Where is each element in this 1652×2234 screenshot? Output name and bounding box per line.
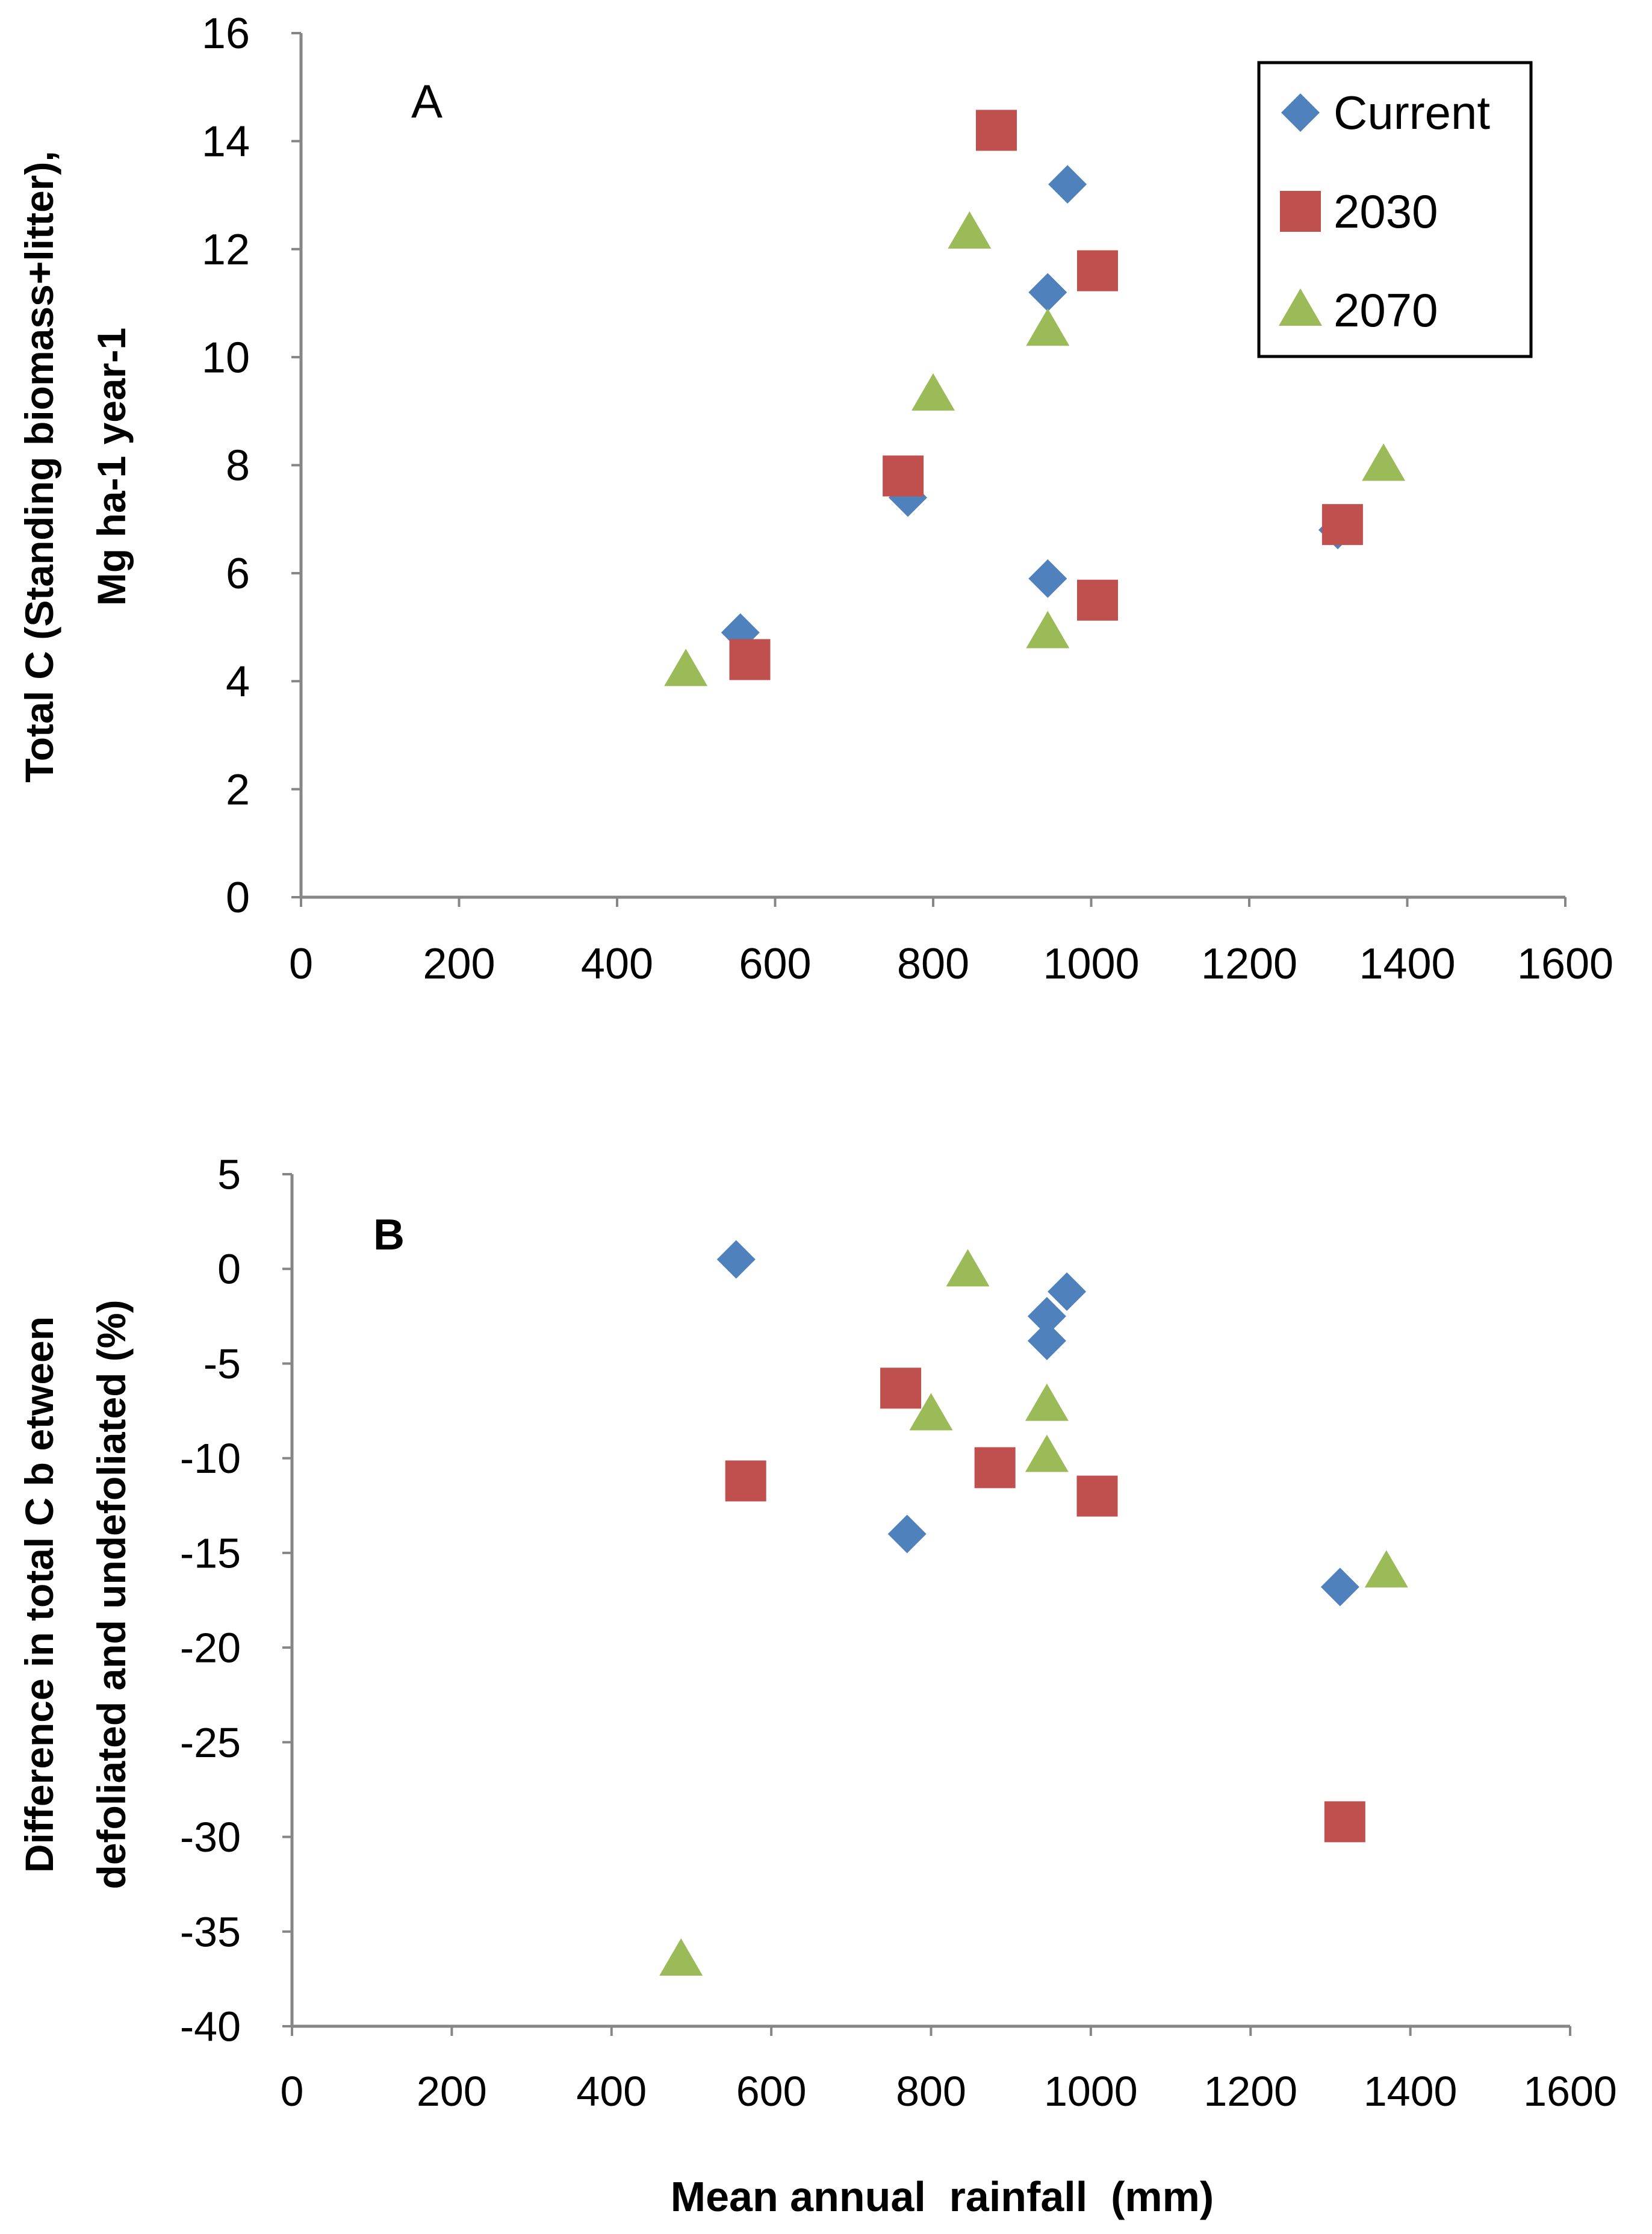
panel-a-y-tick-label: 8: [226, 442, 250, 490]
panel-a-point-2070: [911, 373, 955, 411]
panel-b-point-current: [1027, 1321, 1066, 1360]
panel-b-axes: [282, 1173, 1571, 2036]
panel-b-x-axis-title: Mean annual rainfall (mm): [671, 2173, 1214, 2220]
panel-a-point-current: [1028, 273, 1067, 312]
panel-a-x-tick-label: 1600: [1517, 940, 1613, 988]
panel-a-data-points: [664, 110, 1406, 686]
panel-b-y-axis-title: Difference in total C b etween defoliate…: [17, 1299, 134, 1889]
legend-markers: [1279, 93, 1322, 326]
panel-a-point-2030: [883, 455, 924, 497]
panel-b-point-current: [887, 1514, 927, 1554]
panel-b-x-tick-label: 0: [281, 2068, 304, 2115]
panel-b-y-axis-title-line-2: defoliated and undefoliated (%): [89, 1299, 134, 1889]
legend-marker-2070: [1279, 288, 1322, 326]
panel-b-data-points: [659, 1240, 1408, 1976]
panel-a-point-2070: [948, 211, 992, 249]
panel-b-chart: 0 200 400 600 800 1000 1200 1400 1600 -40-35-30-…: [17, 1151, 1617, 2221]
panel-b-x-tick-label: 400: [576, 2068, 647, 2115]
panel-b-label: B: [373, 1211, 405, 1259]
panel-b-point-current: [1048, 1272, 1087, 1311]
panel-b-y-axis-title-line-1: Difference in total C b etween: [17, 1316, 61, 1873]
panel-a-y-tick-labels: 0 2 4 6 8 10 12 14 16: [202, 10, 250, 922]
panel-b-y-tick-labels: -40 -35 -30 -25 -20 -15 -10 -5 0 5: [180, 1151, 241, 2050]
legend-marker-2030: [1280, 191, 1321, 232]
panel-a-point-2030: [1077, 250, 1118, 291]
panel-b-y-tick-label: 0: [217, 1246, 241, 1293]
panel-b-point-2030: [1324, 1801, 1365, 1843]
panel-a-y-tick-label: 4: [226, 658, 250, 706]
panel-a-x-tick-label: 1400: [1359, 940, 1455, 988]
panel-b-point-current: [716, 1240, 756, 1279]
panel-a-x-tick-label: 600: [739, 940, 811, 988]
panel-b-point-2070: [1025, 1383, 1069, 1421]
panel-a-point-2070: [664, 649, 708, 686]
panel-a-point-current: [1028, 559, 1067, 598]
legend-label-2030: 2030: [1334, 185, 1438, 238]
panel-b-point-2030: [880, 1367, 922, 1409]
panel-a-y-tick-label: 16: [202, 10, 250, 58]
panel-b-y-tick-label: -10: [180, 1435, 241, 1482]
panel-a-label: A: [411, 75, 442, 128]
panel-b-y-tick-label: -25: [180, 1719, 241, 1766]
legend-label-current: Current: [1334, 86, 1490, 139]
panel-b-y-tick-label: -40: [180, 2003, 241, 2050]
panel-b-y-tick-label: -5: [203, 1340, 241, 1387]
panel-b-x-tick-label: 1400: [1364, 2068, 1458, 2115]
panel-b-y-tick-label: -35: [180, 1908, 241, 1955]
panel-a-y-axis-title-line-1: Total C (Standing biomass+litter),: [17, 151, 61, 782]
panel-a-y-tick-label: 2: [226, 766, 250, 814]
panel-b-point-2030: [974, 1447, 1016, 1489]
panel-b-point-current: [1320, 1567, 1359, 1607]
panel-b-x-tick-label: 200: [417, 2068, 487, 2115]
panel-a-point-2070: [1026, 308, 1070, 346]
panel-b-point-2070: [909, 1393, 953, 1431]
panel-a-x-tick-label: 200: [423, 940, 495, 988]
panel-b-y-tick-label: -20: [180, 1625, 241, 1672]
panel-a-point-2030: [1077, 579, 1118, 621]
panel-a-x-tick-label: 1000: [1043, 940, 1139, 988]
panel-b-x-tick-label: 1200: [1203, 2068, 1297, 2115]
panel-a-y-tick-label: 0: [226, 874, 250, 922]
panel-a-y-axis-title-line-2: Mg ha-1 year-1: [89, 328, 134, 606]
legend-label-2070: 2070: [1334, 284, 1438, 337]
panel-b-point-current: [1027, 1296, 1066, 1336]
panel-b-x-tick-label: 800: [896, 2068, 966, 2115]
panel-a-x-tick-label: 1200: [1201, 940, 1297, 988]
panel-a-point-2070: [1362, 443, 1406, 481]
panel-a-x-tick-label: 0: [289, 940, 313, 988]
panel-b-y-tick-label: 5: [217, 1151, 241, 1198]
panel-a-chart: 0 200 400 600 800 1000 1200 1400 1600 0 2 4 6 8 10 12 1…: [17, 10, 1613, 988]
panel-a-y-tick-label: 10: [202, 334, 250, 382]
panel-b-y-tick-label: -30: [180, 1814, 241, 1861]
panel-a-point-2070: [1026, 611, 1070, 649]
panel-b-point-2030: [725, 1460, 766, 1502]
legend: Current 2030 2070: [1257, 61, 1533, 358]
legend-marker-current: [1281, 93, 1320, 132]
panel-a-x-tick-label: 800: [897, 940, 969, 988]
panel-a-y-tick-label: 14: [202, 118, 250, 166]
panel-b-y-tick-label: -15: [180, 1529, 241, 1576]
panel-a-point-2030: [729, 639, 771, 680]
panel-a-y-tick-label: 12: [202, 226, 250, 274]
panel-b-x-tick-label: 600: [736, 2068, 807, 2115]
panel-b-point-2030: [1076, 1475, 1118, 1517]
panel-a-x-tick-labels: 0 200 400 600 800 1000 1200 1400 1600: [289, 940, 1613, 988]
panel-b-point-2070: [659, 1938, 703, 1976]
panel-a-point-2030: [1321, 504, 1363, 546]
panel-a-y-axis-title: Total C (Standing biomass+litter), Mg ha…: [17, 151, 134, 782]
panel-b-x-tick-label: 1000: [1044, 2068, 1138, 2115]
panel-a-y-tick-label: 6: [226, 550, 250, 598]
panel-a-axes: [291, 32, 1567, 907]
panel-b-point-2070: [946, 1249, 990, 1287]
panel-b-point-2070: [1025, 1434, 1069, 1472]
panel-a-x-tick-label: 400: [581, 940, 653, 988]
panel-a-point-current: [1048, 165, 1087, 204]
panel-b-x-tick-labels: 0 200 400 600 800 1000 1200 1400 1600: [281, 2068, 1617, 2115]
panel-a-point-2030: [976, 110, 1017, 151]
panel-b-point-2070: [1364, 1550, 1408, 1588]
panel-b-x-tick-label: 1600: [1523, 2068, 1617, 2115]
